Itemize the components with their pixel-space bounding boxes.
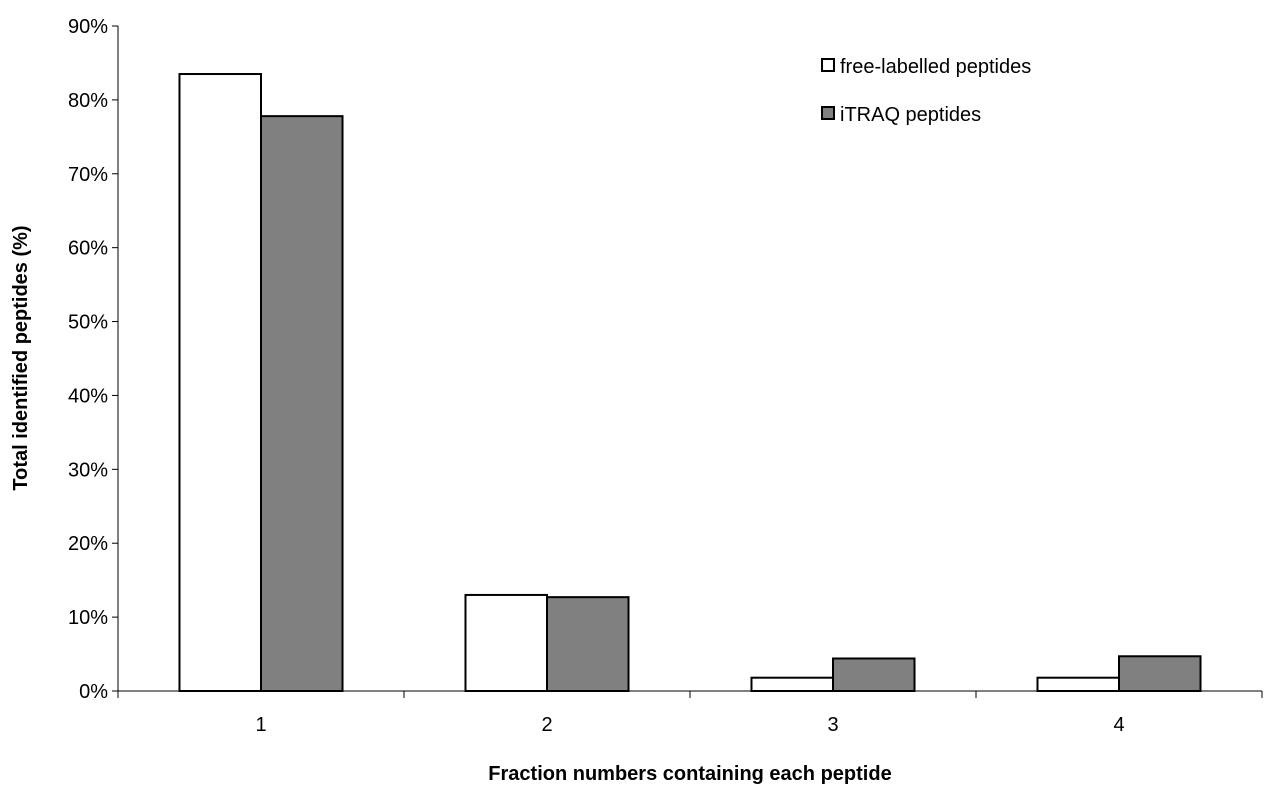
x-axis-title: Fraction numbers containing each peptide (488, 763, 891, 785)
legend-label: iTRAQ peptides (840, 104, 981, 126)
bar-free-labelled (1036, 676, 1120, 693)
y-tick-label: 70% (68, 164, 108, 186)
y-tick-label: 0% (79, 681, 108, 703)
y-tick-label: 30% (68, 459, 108, 481)
bar-free-labelled (464, 593, 548, 693)
y-axis: 0% 10% 20% 30% 40% 50% 60% 70% 80% 90% (68, 16, 119, 703)
bar-itraq (260, 115, 344, 692)
legend-swatch (821, 58, 835, 72)
x-ticks: 1 2 3 4 (117, 691, 1263, 736)
y-tick-label: 50% (68, 312, 108, 334)
x-axis: 1 2 3 4 (117, 690, 1263, 736)
legend-label: free-labelled peptides (840, 56, 1031, 78)
y-axis-title: Total identified peptides (%) (10, 225, 32, 490)
x-tick-label: 3 (827, 714, 838, 736)
bar-itraq (1118, 655, 1202, 692)
legend-swatch (821, 106, 835, 120)
y-tick-label: 20% (68, 533, 108, 555)
x-tick-label: 1 (255, 714, 266, 736)
bars (178, 73, 1202, 693)
y-tick-label: 60% (68, 238, 108, 260)
y-tick-label: 80% (68, 90, 108, 112)
bar-free-labelled (750, 676, 834, 693)
y-tick-label: 90% (68, 16, 108, 38)
y-tick-label: 10% (68, 607, 108, 629)
y-ticks: 0% 10% 20% 30% 40% 50% 60% 70% 80% 90% (68, 16, 118, 703)
bar-free-labelled (178, 73, 263, 693)
bar-itraq (832, 657, 916, 693)
x-tick-label: 2 (541, 714, 552, 736)
x-tick-label: 4 (1113, 714, 1124, 736)
bar-itraq (546, 596, 630, 693)
legend: free-labelled peptides iTRAQ peptides (821, 56, 1031, 126)
y-tick-label: 40% (68, 385, 108, 407)
